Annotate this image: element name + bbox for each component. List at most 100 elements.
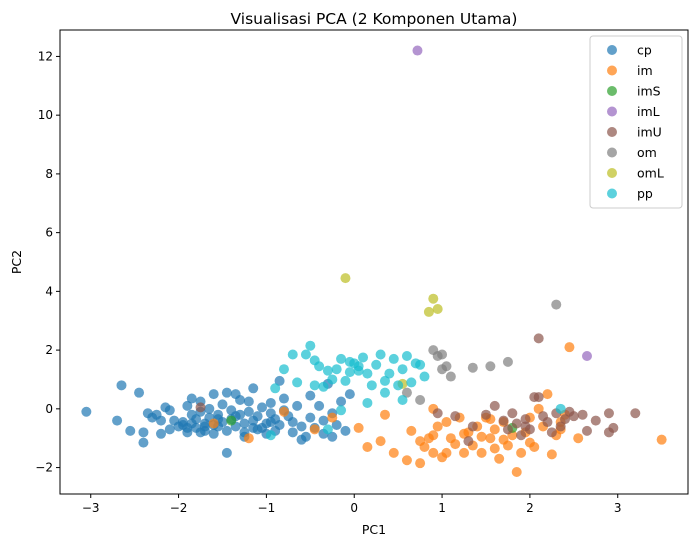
data-point-cp — [248, 383, 259, 394]
data-point-om — [551, 299, 562, 310]
data-point-cp — [243, 396, 254, 407]
data-point-imU — [489, 400, 500, 411]
data-point-im — [476, 431, 487, 442]
y-tick-label: −2 — [35, 461, 53, 475]
data-point-im — [546, 449, 557, 460]
data-point-pp — [344, 356, 355, 367]
data-point-imU — [520, 414, 531, 425]
data-point-pp — [331, 364, 342, 375]
data-point-im — [516, 447, 527, 458]
data-point-om — [441, 361, 452, 372]
data-point-imU — [511, 418, 522, 429]
data-point-om — [485, 361, 496, 372]
data-point-im — [375, 436, 386, 447]
data-point-cp — [134, 387, 145, 398]
data-point-im — [533, 403, 544, 414]
data-point-pp — [305, 340, 316, 351]
data-point-imU — [432, 408, 443, 419]
data-point-cp — [252, 411, 263, 422]
data-point-pp — [393, 380, 404, 391]
data-point-im — [450, 439, 461, 450]
legend-marker-cp — [607, 45, 617, 55]
legend-label-omL: omL — [637, 166, 664, 181]
data-point-pp — [397, 395, 408, 406]
data-point-cp — [278, 393, 289, 404]
data-point-pp — [371, 359, 382, 370]
data-point-imU — [555, 421, 566, 432]
series-pp — [265, 340, 566, 441]
data-point-pp — [375, 349, 386, 360]
data-point-imU — [533, 333, 544, 344]
y-axis-label: PC2 — [9, 250, 24, 274]
legend-label-om: om — [637, 145, 657, 160]
data-point-im — [327, 412, 338, 423]
data-point-cp — [314, 400, 325, 411]
legend-label-imL: imL — [637, 104, 660, 119]
data-point-im — [401, 455, 412, 466]
x-axis-label: PC1 — [362, 522, 386, 537]
data-point-cp — [340, 425, 351, 436]
data-point-cp — [199, 421, 210, 432]
data-point-imU — [542, 417, 553, 428]
data-point-omL — [423, 306, 434, 317]
data-point-cp — [221, 447, 232, 458]
legend-label-imU: imU — [637, 125, 662, 140]
data-point-im — [388, 447, 399, 458]
data-point-im — [564, 342, 575, 353]
data-point-cp — [182, 400, 193, 411]
data-point-pp — [362, 397, 373, 408]
data-point-cp — [305, 412, 316, 423]
legend-label-pp: pp — [637, 186, 653, 201]
data-point-imU — [195, 402, 206, 413]
points-layer — [81, 45, 667, 477]
data-point-imU — [560, 414, 571, 425]
data-point-imU — [568, 411, 579, 422]
data-point-cp — [287, 427, 298, 438]
data-point-pp — [397, 364, 408, 375]
data-point-imU — [546, 427, 557, 438]
data-point-cp — [243, 406, 254, 417]
data-point-cp — [138, 437, 149, 448]
legend-label-imS: imS — [637, 84, 661, 99]
data-point-im — [309, 424, 320, 435]
data-point-imL — [412, 45, 423, 56]
y-tick-label: 10 — [38, 108, 53, 122]
data-point-pp — [419, 371, 430, 382]
data-point-cp — [204, 403, 215, 414]
legend: cp im imS imL imU om omL pp — [589, 35, 683, 209]
data-point-pp — [327, 374, 338, 385]
data-point-pp — [336, 405, 347, 416]
data-point-omL — [340, 273, 351, 284]
data-point-imU — [507, 408, 518, 419]
data-point-imU — [603, 427, 614, 438]
data-point-cp — [138, 427, 149, 438]
data-point-pp — [353, 361, 364, 372]
legend-box — [589, 35, 683, 209]
data-point-pp — [344, 367, 355, 378]
data-point-im — [432, 421, 443, 432]
y-tick-label: 6 — [45, 226, 53, 240]
data-point-im — [353, 422, 364, 433]
y-tick-label: 12 — [38, 49, 53, 63]
data-point-cp — [208, 389, 219, 400]
data-point-pp — [379, 387, 390, 398]
y-tick-label: 4 — [45, 284, 53, 298]
data-point-imU — [463, 436, 474, 447]
data-point-cp — [112, 415, 123, 426]
data-point-cp — [257, 402, 268, 413]
data-point-imU — [502, 424, 513, 435]
data-point-im — [419, 442, 430, 453]
data-point-imU — [480, 409, 491, 420]
legend-marker-imL — [607, 106, 617, 117]
legend-label-cp: cp — [637, 43, 652, 58]
legend-marker-om — [607, 147, 617, 158]
data-point-cp — [125, 425, 136, 436]
data-point-cp — [235, 395, 246, 406]
data-point-imU — [590, 415, 601, 426]
x-tick-label: −3 — [82, 501, 100, 515]
data-point-cp — [274, 419, 285, 430]
data-point-om — [401, 387, 412, 398]
data-point-im — [459, 428, 470, 439]
data-point-imU — [450, 411, 461, 422]
